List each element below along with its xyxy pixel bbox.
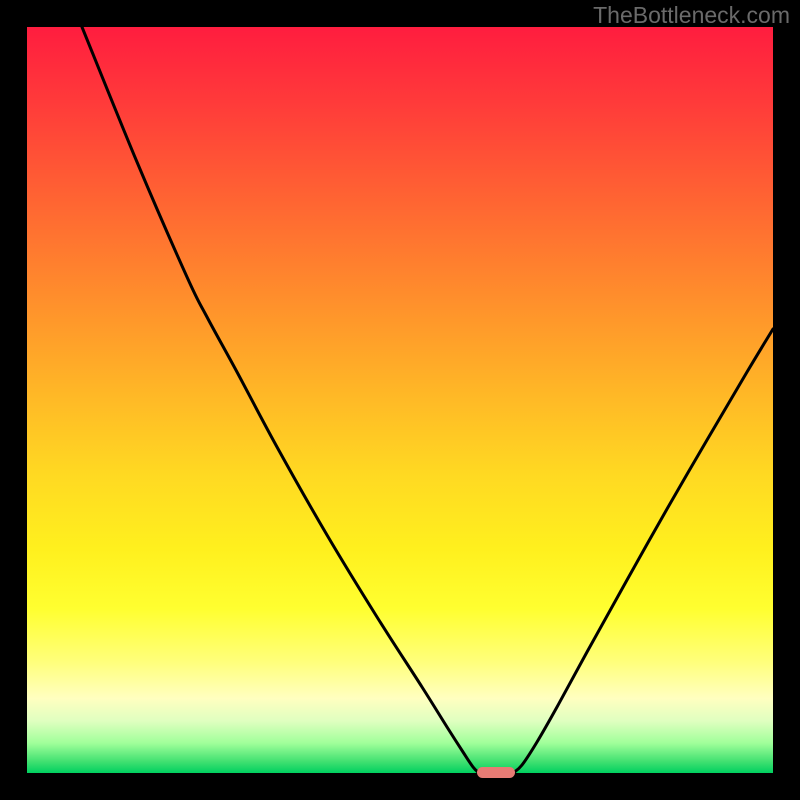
- plot-area: [27, 27, 773, 773]
- gradient-background: [27, 27, 773, 773]
- plot-svg: [27, 27, 773, 773]
- bottleneck-marker: [477, 767, 515, 778]
- chart-root: TheBottleneck.com: [0, 0, 800, 800]
- watermark-text: TheBottleneck.com: [593, 2, 790, 29]
